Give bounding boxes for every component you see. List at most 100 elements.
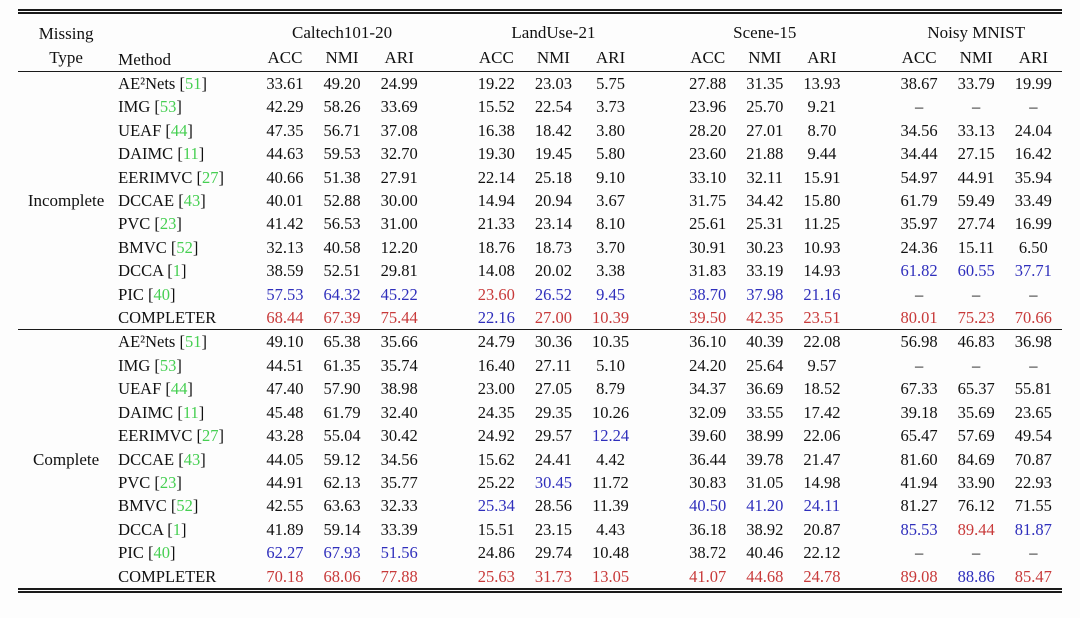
citation-number: 1 <box>172 519 181 539</box>
metric-value: 9.57 <box>807 355 837 375</box>
metric-value: 21.47 <box>803 449 841 469</box>
metric-value: – <box>914 284 924 304</box>
table-row: BMVC [52] 32.13 40.58 12.20 18.76 18.73 3.70 30… <box>18 236 1062 259</box>
col-header-missing-type: Missing Type <box>38 24 94 67</box>
table-row: IMG [53] 44.51 61.35 35.74 16.40 27.11 5.10 24.… <box>18 354 1062 377</box>
method-cell: EERIMVC [27] <box>118 426 225 446</box>
metric-value: 24.79 <box>477 332 515 352</box>
metric-value: 29.81 <box>380 261 418 281</box>
group-spacer <box>428 471 468 494</box>
metric-value: 59.49 <box>957 191 995 211</box>
group-spacer <box>850 541 890 564</box>
metric-value: 39.60 <box>689 426 727 446</box>
metric-value: 32.09 <box>689 402 727 422</box>
col-header-nmi: NMI <box>325 47 359 67</box>
group-header-caltech101-20: Caltech101-20 <box>292 23 393 42</box>
metric-value: 21.33 <box>477 214 515 234</box>
metric-value: – <box>1029 97 1038 117</box>
metric-value: 9.21 <box>807 97 837 117</box>
metric-value: 13.93 <box>803 74 841 93</box>
group-spacer <box>428 259 468 282</box>
metric-value: 35.77 <box>380 472 418 492</box>
method-name: IMG <box>118 355 151 375</box>
metric-value: 18.52 <box>803 379 841 399</box>
metric-value: 10.35 <box>591 332 630 352</box>
group-spacer <box>639 212 679 235</box>
metric-value: 60.55 <box>957 261 995 281</box>
group-spacer <box>639 119 679 142</box>
table-row: IMG [53] 42.29 58.26 33.69 15.52 22.54 3.73 23.… <box>18 95 1062 118</box>
metric-value: 75.23 <box>957 308 995 328</box>
metric-value: 33.39 <box>380 519 418 539</box>
col-header-acc: ACC <box>901 47 937 67</box>
metric-value: 68.06 <box>323 566 361 586</box>
metric-value: 56.98 <box>900 332 938 352</box>
metric-value: 36.44 <box>689 449 727 469</box>
method-name: EERIMVC <box>118 167 193 187</box>
table-row: DCCAE [43] 40.01 52.88 30.00 14.94 20.94 3.67 3… <box>18 189 1062 212</box>
table-row: COMPLETER 70.18 68.06 77.88 25.63 31.73 13.05 4… <box>18 565 1062 588</box>
metric-value: 44.68 <box>746 566 784 586</box>
col-header-acc: ACC <box>267 47 303 67</box>
group-spacer <box>428 330 468 354</box>
method-name: DCCA <box>118 261 164 281</box>
metric-value: 25.22 <box>477 472 515 492</box>
method-cell: IMG [53] <box>118 97 182 117</box>
metric-value: 33.19 <box>746 261 784 281</box>
group-spacer <box>639 330 679 354</box>
metric-value: 23.00 <box>477 379 515 399</box>
group-spacer <box>639 401 679 424</box>
table-row: EERIMVC [27] 43.28 55.04 30.42 24.92 29.57 12.… <box>18 424 1062 447</box>
metric-value: 58.26 <box>323 97 361 117</box>
metric-value: 11.25 <box>803 214 841 234</box>
metric-value: 22.93 <box>1014 472 1052 492</box>
method-cell: DCCA [1] <box>118 261 187 281</box>
metric-value: 14.08 <box>477 261 515 281</box>
col-header-nmi: NMI <box>748 47 782 67</box>
metric-value: 47.40 <box>266 379 304 399</box>
metric-value: 16.38 <box>477 120 515 140</box>
metric-value: 24.99 <box>380 74 418 93</box>
metric-value: 33.69 <box>380 97 418 117</box>
citation-number: 44 <box>170 120 188 140</box>
group-spacer <box>428 424 468 447</box>
metric-value: 23.60 <box>477 284 515 304</box>
table-row: PIC [40] 62.27 67.93 51.56 24.86 29.74 10.48 38… <box>18 541 1062 564</box>
group-spacer <box>639 72 679 96</box>
metric-value: 24.11 <box>803 496 841 516</box>
group-spacer <box>850 354 890 377</box>
group-spacer <box>639 189 679 212</box>
metric-value: 24.41 <box>534 449 572 469</box>
metric-value: 30.45 <box>534 472 572 492</box>
table-row: EERIMVC [27] 40.66 51.38 27.91 22.14 25.18 9.1… <box>18 166 1062 189</box>
metric-value: 29.57 <box>534 426 572 446</box>
metric-value: 24.78 <box>803 566 841 586</box>
metric-value: 25.61 <box>689 214 727 234</box>
metric-value: 80.01 <box>900 308 938 328</box>
metric-value: 39.50 <box>689 308 727 328</box>
method-cell: COMPLETER <box>114 565 256 588</box>
col-header-nmi: NMI <box>536 47 570 67</box>
metric-value: 41.89 <box>266 519 304 539</box>
metric-value: 35.94 <box>1014 167 1052 187</box>
metric-value: 6.50 <box>1018 237 1048 257</box>
group-spacer <box>428 448 468 471</box>
group-header-landuse-21: LandUse-21 <box>511 23 596 42</box>
method-name: BMVC <box>118 237 167 257</box>
group-spacer <box>850 14 890 72</box>
metric-value: 27.91 <box>380 167 418 187</box>
col-header-nmi: NMI <box>959 47 993 67</box>
metric-value: 89.44 <box>957 519 995 539</box>
metric-value: 22.12 <box>803 543 841 563</box>
metric-value: 40.01 <box>266 191 304 211</box>
metric-value: 24.04 <box>1014 120 1052 140</box>
metric-value: 28.20 <box>689 120 727 140</box>
table-row: PVC [23] 44.91 62.13 35.77 25.22 30.45 11.72 30… <box>18 471 1062 494</box>
method-cell: DCCAE [43] <box>118 449 206 469</box>
group-spacer <box>850 212 890 235</box>
group-spacer <box>428 354 468 377</box>
metric-value: 25.18 <box>534 167 572 187</box>
table-rules: Missing Type Method Caltech101-20 LandUs… <box>18 9 1062 593</box>
method-cell: DCCAE [43] <box>118 191 206 211</box>
metric-value: 42.35 <box>746 308 784 328</box>
